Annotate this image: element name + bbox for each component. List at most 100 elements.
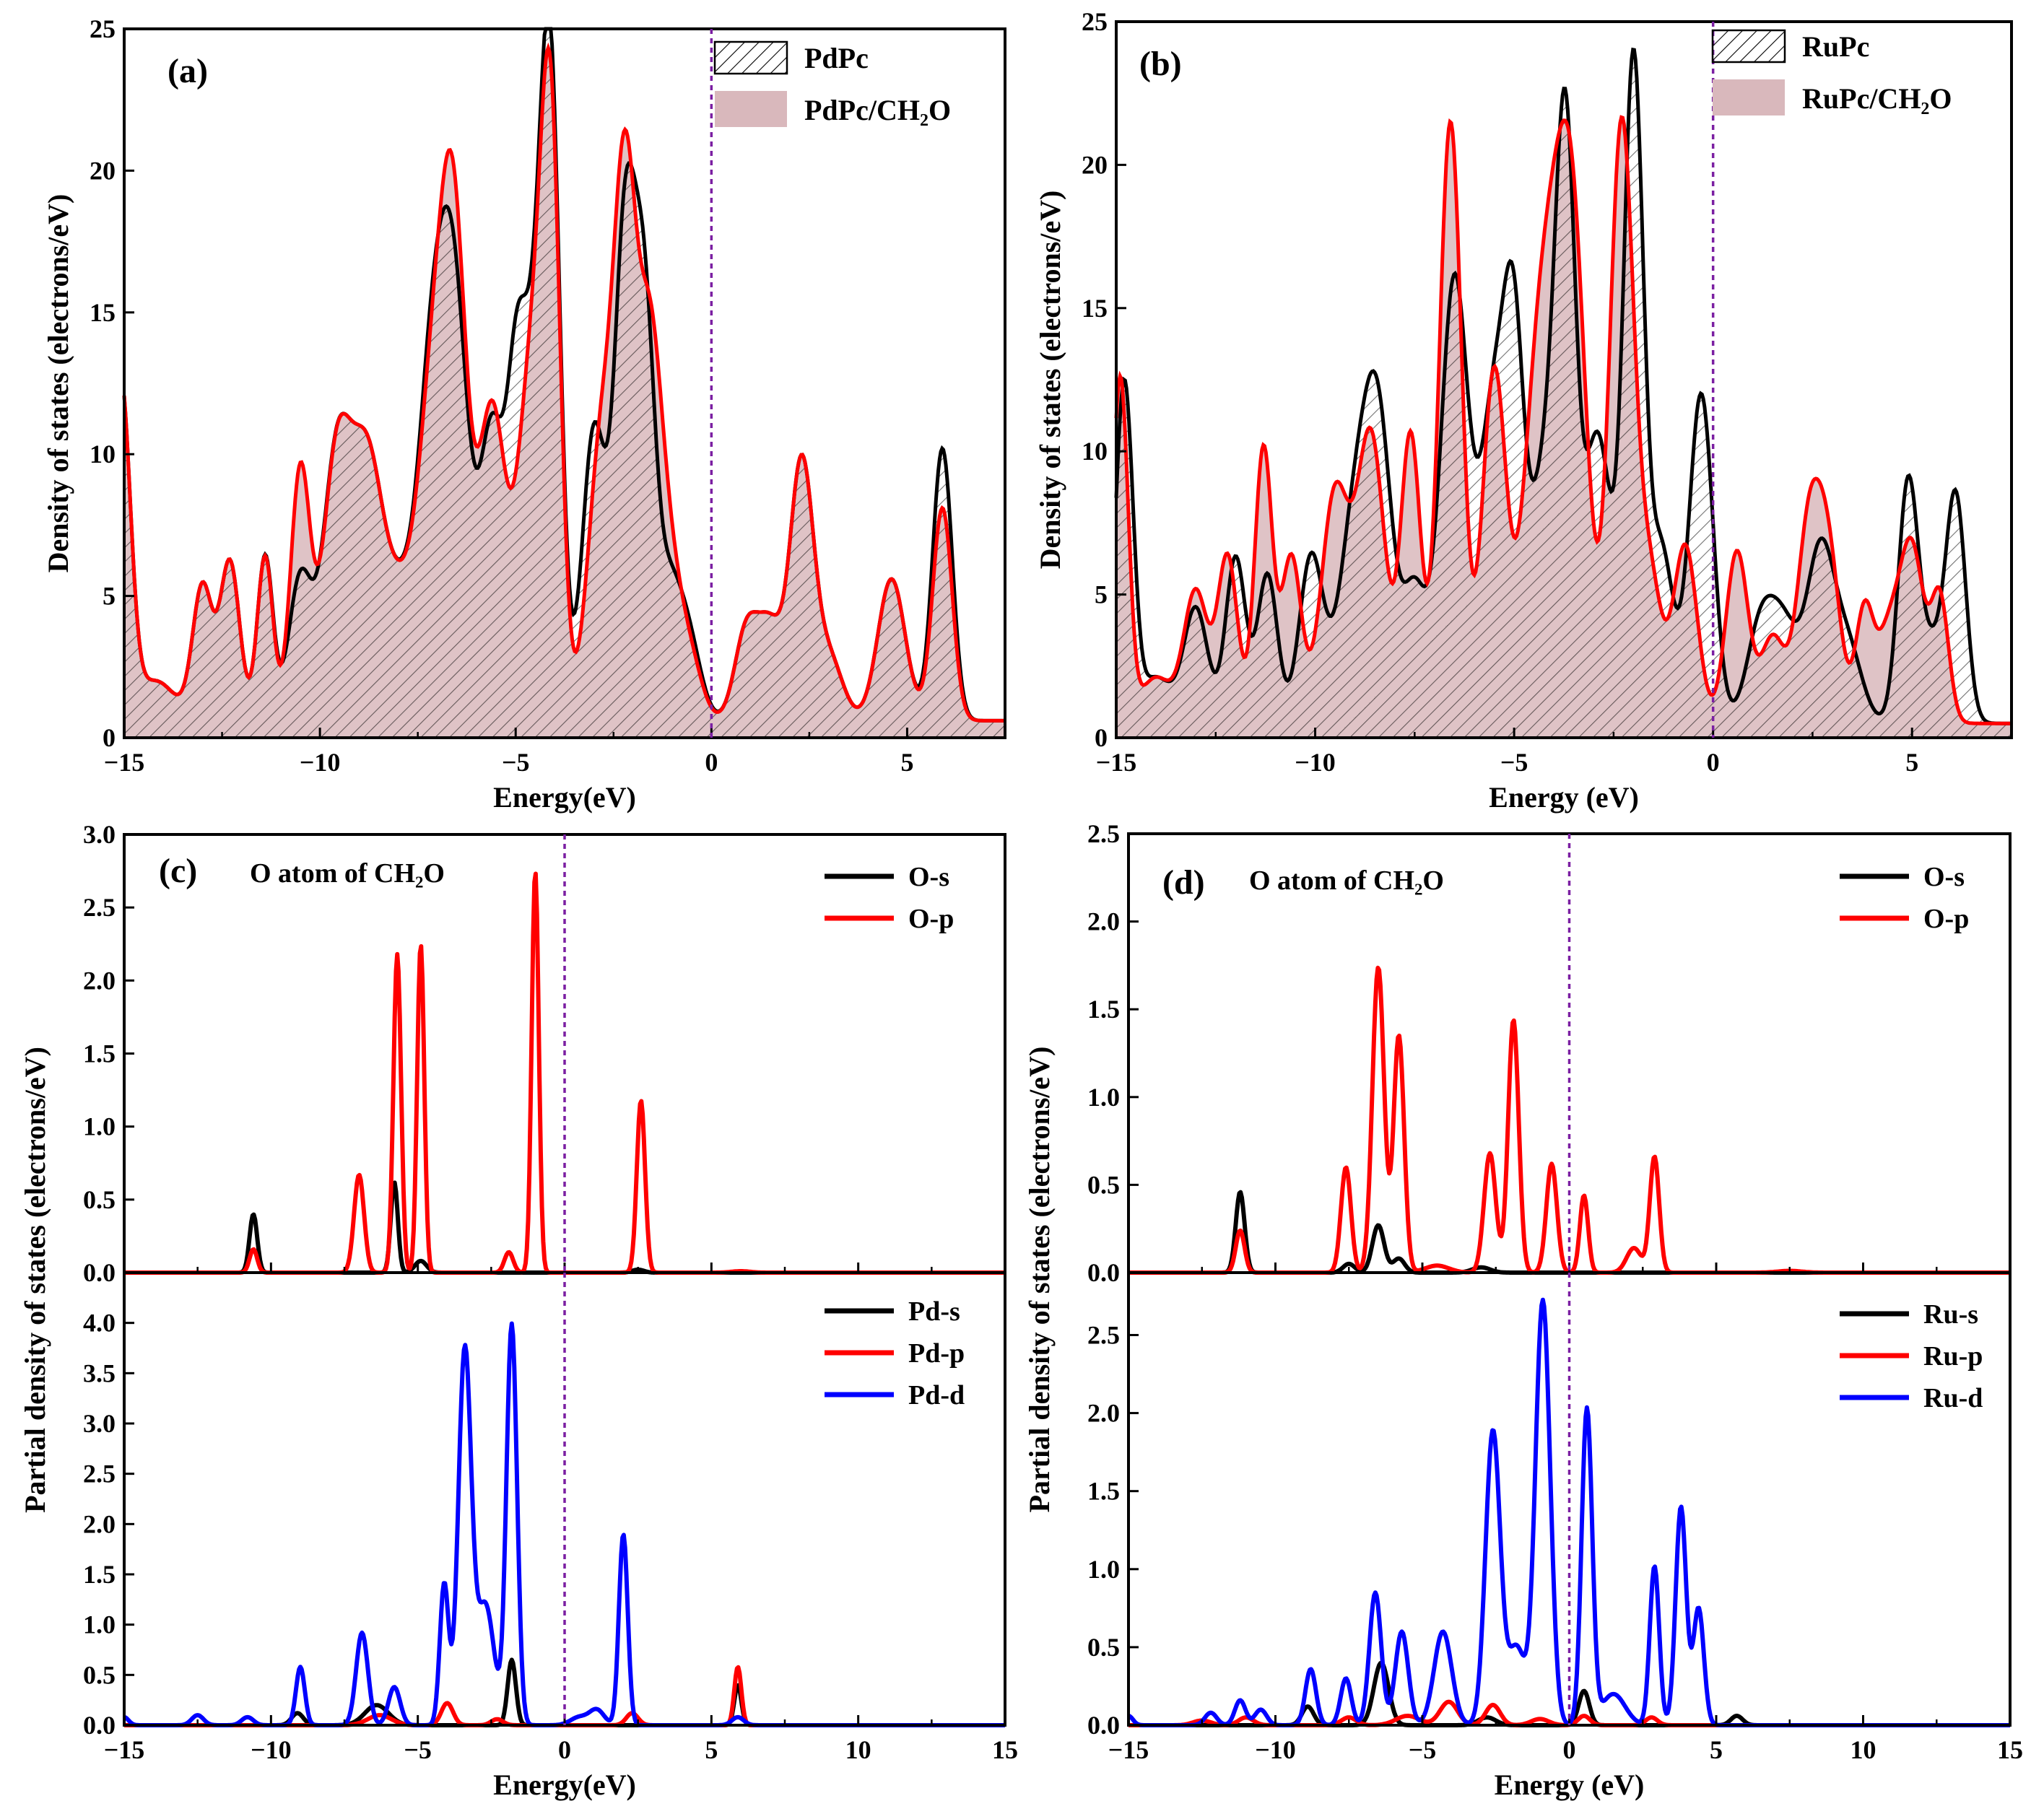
- panel-b-ytick-label: 10: [1082, 437, 1108, 466]
- panel-a-legend-label: PdPc: [804, 42, 869, 74]
- panel-a-xlabel: Energy(eV): [493, 781, 636, 814]
- panel-d-top-ytick-label: 1.0: [1087, 1083, 1120, 1112]
- panel-d-top-ytick-label: 1.5: [1087, 995, 1120, 1024]
- panel-b-legend-label: RuPc/CH₂O: [1802, 82, 1952, 115]
- panel-c-bottom-legend-label: Pd-s: [908, 1296, 960, 1327]
- panel-a-xtick-label: 5: [900, 748, 913, 777]
- panel-d-bottom-ytick-label: 2.0: [1087, 1399, 1120, 1428]
- panel-c-top-legend-label: O-s: [908, 862, 949, 892]
- panel-a-legend-swatch-fill: [715, 91, 787, 127]
- panel-a-ytick-label: 25: [90, 14, 116, 43]
- panel-a-ytick-label: 10: [90, 440, 116, 468]
- panel-c-bottom-legend-label: Pd-d: [908, 1380, 965, 1410]
- panel-a-line-complex: [122, 42, 1005, 723]
- panel-c-bottom-ytick-label: 3.5: [83, 1359, 116, 1387]
- panel-c-bottom-xtick-label: 0: [558, 1735, 571, 1764]
- panel-c-bottom-xtick-label: −5: [404, 1735, 432, 1764]
- panel-b-legend-label: RuPc: [1802, 30, 1869, 63]
- panel-a-area-pristine: [124, 29, 1005, 738]
- panel-a-ytick-label: 20: [90, 156, 116, 185]
- panel-c-bottom-xtick-label: −10: [251, 1735, 292, 1764]
- panel-c-bottom-ytick-label: 2.0: [83, 1509, 116, 1538]
- panel-a-label: (a): [168, 52, 208, 90]
- panel-d-bottom-xtick-label: −5: [1409, 1735, 1437, 1764]
- panel-d-top-legend-label: O-p: [1923, 904, 1969, 934]
- panel-c-bottom-xtick-label: 10: [845, 1735, 871, 1764]
- panel-c-bottom-ytick-label: 1.0: [83, 1610, 116, 1639]
- panel-d-bottom-xtick-label: −10: [1255, 1735, 1296, 1764]
- panel-b-legend-swatch-fill: [1713, 79, 1785, 115]
- panel-c-label: (c): [159, 852, 197, 890]
- panel-c-bottom-ytick-label: 0.5: [83, 1660, 116, 1689]
- panel-d-bottom-ytick-label: 1.5: [1087, 1477, 1120, 1506]
- panel-d-bottom-xtick-label: 15: [1997, 1735, 2023, 1764]
- panel-a-ylabel: Density of states (electrons/eV): [42, 194, 74, 573]
- panel-b-line-complex: [1114, 115, 2012, 725]
- panel-a-xtick-label: −10: [300, 748, 341, 777]
- panel-d-label: (d): [1162, 863, 1205, 902]
- panel-c-top-ytick-label: 1.0: [83, 1112, 116, 1141]
- panel-d-bottom-ytick-label: 0.5: [1087, 1633, 1120, 1662]
- panel-a-dos-pdpc: −15 −10 −5 0 5 0 5 10 15 20 25 (a) Energy(eV) Density…: [42, 14, 1006, 814]
- panel-b-xlabel: Energy (eV): [1489, 781, 1639, 814]
- panel-d-bottom-xtick-label: 10: [1851, 1735, 1876, 1764]
- panel-c-bottom-legend-label: Pd-p: [908, 1338, 965, 1369]
- panel-d-bottom-ytick-label: 2.5: [1087, 1320, 1120, 1349]
- panel-d-annotation: O atom of CH₂O: [1249, 865, 1444, 896]
- panel-b-frame: [1115, 20, 2013, 739]
- panel-d-bottom-legend-label: Ru-d: [1923, 1383, 1983, 1413]
- panel-a-xtick-label: −15: [104, 748, 145, 777]
- panel-b-xtick-label: 0: [1707, 748, 1720, 777]
- panel-c-bottom-ytick-label: 2.5: [83, 1460, 116, 1488]
- panel-c-bottom-xtick-label: −15: [104, 1735, 145, 1764]
- panel-c-bottom-xtick-label: 5: [705, 1735, 718, 1764]
- panel-c-top-legend-label: O-p: [908, 904, 954, 934]
- panel-c-top-ytick-label: 2.0: [83, 966, 116, 995]
- panel-d-bottom-xtick-label: 0: [1563, 1735, 1576, 1764]
- panel-b-line-pristine: [1114, 47, 2012, 725]
- panel-c-bottom-xtick-label: 15: [992, 1735, 1018, 1764]
- panel-a-legend-swatch-hatch: [713, 40, 788, 75]
- panel-c-top-ytick-label: 1.5: [83, 1039, 116, 1068]
- panel-b-ylabel: Density of states (electrons/eV): [1034, 191, 1066, 570]
- panel-d-bottom-xtick-label: 5: [1710, 1735, 1723, 1764]
- panel-b-xtick-label: −15: [1096, 748, 1137, 777]
- panel-a-xtick-label: 0: [705, 748, 718, 777]
- panel-d-ylabel: Partial density of states (electrons/eV): [1023, 1047, 1056, 1513]
- panel-c-xlabel: Energy(eV): [493, 1769, 636, 1801]
- panel-c-bottom-ytick-label: 4.0: [83, 1309, 116, 1338]
- panel-a-frame: [123, 27, 1006, 739]
- panel-d-top-legend-label: O-s: [1923, 862, 1965, 892]
- panel-d-bottom-xtick-label: −15: [1108, 1735, 1149, 1764]
- panel-c-top-ytick-label: 3.0: [83, 820, 116, 849]
- panel-b-xtick-label: −5: [1500, 748, 1528, 777]
- panel-c-bottom-ytick-label: 1.5: [83, 1560, 116, 1589]
- panel-d-top-ytick-label: 2.0: [1087, 907, 1120, 936]
- panel-c-top-ytick-label: 0.5: [83, 1185, 116, 1214]
- panel-b-legend-swatch-hatch: [1711, 29, 1786, 64]
- panel-b-ytick-label: 20: [1082, 150, 1108, 179]
- panel-b-label: (b): [1139, 45, 1182, 83]
- panel-c-bottom-ytick-label: 0.0: [83, 1711, 116, 1740]
- panel-c-annotation: O atom of CH₂O: [250, 858, 445, 889]
- panel-b-ytick-label: 15: [1082, 294, 1108, 323]
- panel-b-ytick-label: 25: [1082, 7, 1108, 36]
- panel-d-bottom-ytick-label: 0.0: [1087, 1711, 1120, 1740]
- panel-d-xlabel: Energy (eV): [1495, 1769, 1645, 1801]
- panel-c-pdos-pdpc: 0.0 0.5 1.0 1.5 2.0 2.5 3.0 O-s O-p −15 −10 −5 0 5 10 1…: [19, 820, 1018, 1801]
- panel-b-ytick-label: 0: [1095, 723, 1108, 752]
- panel-a-xtick-label: −5: [502, 748, 530, 777]
- panel-b-xtick-label: −10: [1295, 748, 1336, 777]
- panel-b-area-pristine: [1116, 49, 2012, 738]
- panel-c-top-ytick-label: 0.0: [83, 1258, 116, 1287]
- panel-d-top-ytick-label: 2.5: [1087, 819, 1120, 848]
- panel-a-legend-label: PdPc/CH₂O: [804, 94, 951, 126]
- panel-d-top-ytick-label: 0.0: [1087, 1258, 1120, 1287]
- panel-c-bottom-line-pdd: [123, 1321, 1006, 1727]
- panel-d-bottom-legend-label: Ru-s: [1923, 1299, 1978, 1330]
- panel-b-ytick-label: 5: [1095, 580, 1108, 609]
- panel-a-ytick-label: 5: [103, 582, 116, 611]
- panel-c-top-ytick-label: 2.5: [83, 893, 116, 922]
- panel-d-bottom-legend-label: Ru-p: [1923, 1341, 1983, 1372]
